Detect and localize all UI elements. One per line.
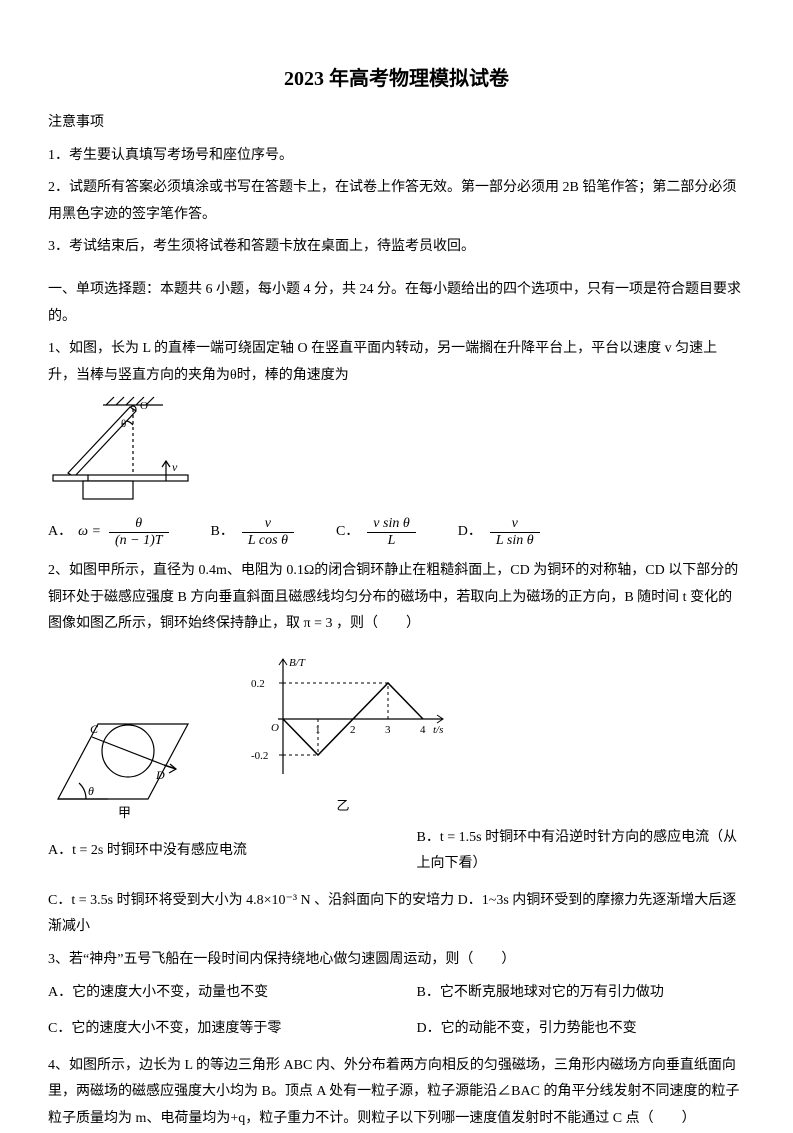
note-item-1: 1．考生要认真填写考场号和座位序号。 — [48, 143, 745, 170]
q1-option-A: A． ω = θ(n − 1)T — [48, 516, 171, 548]
svg-text:t/s: t/s — [433, 724, 443, 736]
svg-text:2: 2 — [350, 724, 356, 736]
svg-text:θ: θ — [88, 784, 94, 798]
q2-option-B: B．t = 1.5s 时铜环中有沿逆时针方向的感应电流（从上向下看） — [417, 825, 746, 878]
page-title: 2023 年高考物理模拟试卷 — [48, 60, 745, 98]
q1-text: 1、如图，长为 L 的直棒一端可绕固定轴 O 在竖直平面内转动，另一端搁在升降平… — [48, 336, 745, 389]
q2-left-diagram: C D θ 甲 — [48, 679, 198, 819]
q1-option-D: D． vL sin θ — [458, 516, 542, 548]
q1-label-v: v — [172, 460, 178, 474]
svg-text:3: 3 — [385, 724, 391, 736]
notes-heading: 注意事项 — [48, 110, 745, 137]
q3-option-B: B．它不断克服地球对它的万有引力做功 — [417, 980, 746, 1007]
q3-option-A: A．它的速度大小不变，动量也不变 — [48, 980, 377, 1007]
section1-header: 一、单项选择题：本题共 6 小题，每小题 4 分，共 24 分。在每小题给出的四… — [48, 277, 745, 330]
q3-text: 3、若“神舟”五号飞船在一段时间内保持绕地心做匀速圆周运动，则（ ） — [48, 947, 745, 974]
q2-option-C: C．t = 3.5s 时铜环将受到大小为 4.8×10⁻³ N 、沿斜面向下的安… — [48, 893, 454, 908]
note-item-3: 3．考试结束后，考生须将试卷和答题卡放在桌面上，待监考员收回。 — [48, 234, 745, 261]
q1-label-O: O — [140, 400, 148, 412]
svg-text:-0.2: -0.2 — [251, 750, 268, 762]
svg-text:B/T: B/T — [289, 657, 306, 669]
svg-text:0.2: 0.2 — [251, 678, 265, 690]
q1-options: A． ω = θ(n − 1)T B． vL cos θ C． v sin θL… — [48, 516, 745, 548]
note-item-2: 2．试题所有答案必须填涂或书写在答题卡上，在试卷上作答无效。第一部分必须用 2B… — [48, 175, 745, 228]
q1-option-C: C． v sin θL — [336, 516, 418, 548]
svg-text:θ: θ — [121, 418, 126, 430]
q3-option-D: D．它的动能不变，引力势能也不变 — [417, 1016, 746, 1043]
q1-diagram: O θ v — [48, 395, 208, 510]
svg-text:D: D — [155, 768, 165, 782]
q2-options-row2: C．t = 3.5s 时铜环将受到大小为 4.8×10⁻³ N 、沿斜面向下的安… — [48, 888, 745, 941]
q2-options-row1: A．t = 2s 时铜环中没有感应电流 B．t = 1.5s 时铜环中有沿逆时针… — [48, 825, 745, 878]
svg-text:O: O — [271, 722, 279, 734]
q4-text: 4、如图所示，边长为 L 的等边三角形 ABC 内、外分布着两方向相反的匀强磁场… — [48, 1053, 745, 1133]
q1-option-B: B． vL cos θ — [211, 516, 296, 548]
q3-options-row2: C．它的速度大小不变，加速度等于零 D．它的动能不变，引力势能也不变 — [48, 1016, 745, 1043]
q2-option-A: A．t = 2s 时铜环中没有感应电流 — [48, 838, 377, 865]
q2-chart: t/sB/TO-0.20.21234 乙 — [238, 644, 448, 819]
q2-text: 2、如图甲所示，直径为 0.4m、电阻为 0.1Ω的闭合铜环静止在粗糙斜面上，C… — [48, 558, 745, 638]
q3-options-row1: A．它的速度大小不变，动量也不变 B．它不断克服地球对它的万有引力做功 — [48, 980, 745, 1007]
svg-text:4: 4 — [420, 724, 426, 736]
q3-option-C: C．它的速度大小不变，加速度等于零 — [48, 1016, 377, 1043]
svg-text:C: C — [90, 722, 99, 736]
svg-text:甲: 甲 — [118, 805, 131, 819]
